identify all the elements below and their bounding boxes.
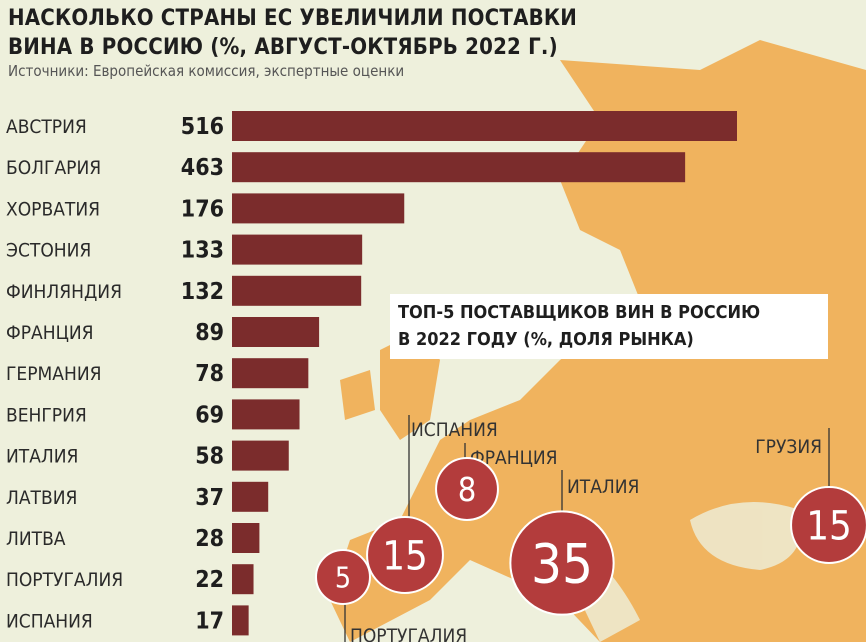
bar [232,399,300,430]
category-label: ПОРТУГАЛИЯ [6,569,123,591]
bar [232,234,363,265]
bar [232,605,249,636]
value-label: 516 [181,114,224,140]
bar [232,481,269,512]
category-label: ЛАТВИЯ [6,487,77,509]
value-label: 133 [181,238,224,264]
category-label: ЛИТВА [6,528,66,550]
bar [232,317,320,347]
value-label: 89 [195,320,224,346]
value-label: 28 [195,526,224,552]
value-label: 78 [195,361,224,387]
category-label: ХОРВАТИЯ [6,198,100,220]
bubble-label: ИТАЛИЯ [567,476,639,498]
bubble-label: ФРАНЦИЯ [470,447,558,469]
bar [232,523,260,553]
bubble-value: 5 [335,561,351,594]
value-label: 132 [181,279,224,305]
category-label: БОЛГАРИЯ [6,157,101,179]
bubble-label: ИСПАНИЯ [411,419,498,441]
category-label: ЭСТОНИЯ [6,240,91,262]
inset-title-line-2: В 2022 ГОДУ (%, ДОЛЯ РЫНКА) [398,329,694,350]
bar [232,440,289,471]
value-label: 176 [181,196,224,222]
bar [232,193,405,224]
value-label: 58 [195,444,224,470]
category-label: ИСПАНИЯ [6,610,93,632]
title-line-1: НАСКОЛЬКО СТРАНЫ ЕС УВЕЛИЧИЛИ ПОСТАВКИ [8,6,578,31]
category-label: ГЕРМАНИЯ [6,363,102,385]
bubble-value: 8 [458,471,477,509]
inset-title: ТОП-5 ПОСТАВЩИКОВ ВИН В РОССИЮ В 2022 ГО… [390,294,828,359]
bubble [790,486,866,564]
bubble [435,457,499,521]
bar [232,358,309,389]
title-line-2: ВИНА В РОССИЮ (%, АВГУСТ-ОКТЯБРЬ 2022 Г.… [8,35,558,60]
value-label: 37 [195,485,224,511]
category-label: ФИНЛЯНДИЯ [6,281,122,303]
value-label: 463 [181,155,224,181]
value-label: 22 [195,567,224,593]
bubble [509,510,615,616]
bar [232,152,686,183]
value-label: 17 [195,608,224,634]
bubble-value: 15 [382,533,428,579]
bar [232,564,254,595]
category-label: ВЕНГРИЯ [6,404,87,426]
bubble-value: 15 [806,503,852,549]
bubble [315,549,371,605]
chart-title: НАСКОЛЬКО СТРАНЫ ЕС УВЕЛИЧИЛИ ПОСТАВКИ В… [8,4,577,62]
value-label: 69 [195,402,224,428]
bubble-value: 35 [531,533,593,596]
category-label: АВСТРИЯ [6,116,87,138]
category-label: ФРАНЦИЯ [6,322,94,344]
inset-title-line-1: ТОП-5 ПОСТАВЩИКОВ ВИН В РОССИЮ [398,302,761,323]
bubble [366,516,444,594]
chart-source: Источники: Европейская комиссия, эксперт… [8,62,405,80]
bubble-label: ГРУЗИЯ [755,436,822,458]
bubble-label: ПОРТУГАЛИЯ [350,625,467,642]
bar [232,275,362,306]
bar [232,111,737,141]
category-label: ИТАЛИЯ [6,446,78,468]
